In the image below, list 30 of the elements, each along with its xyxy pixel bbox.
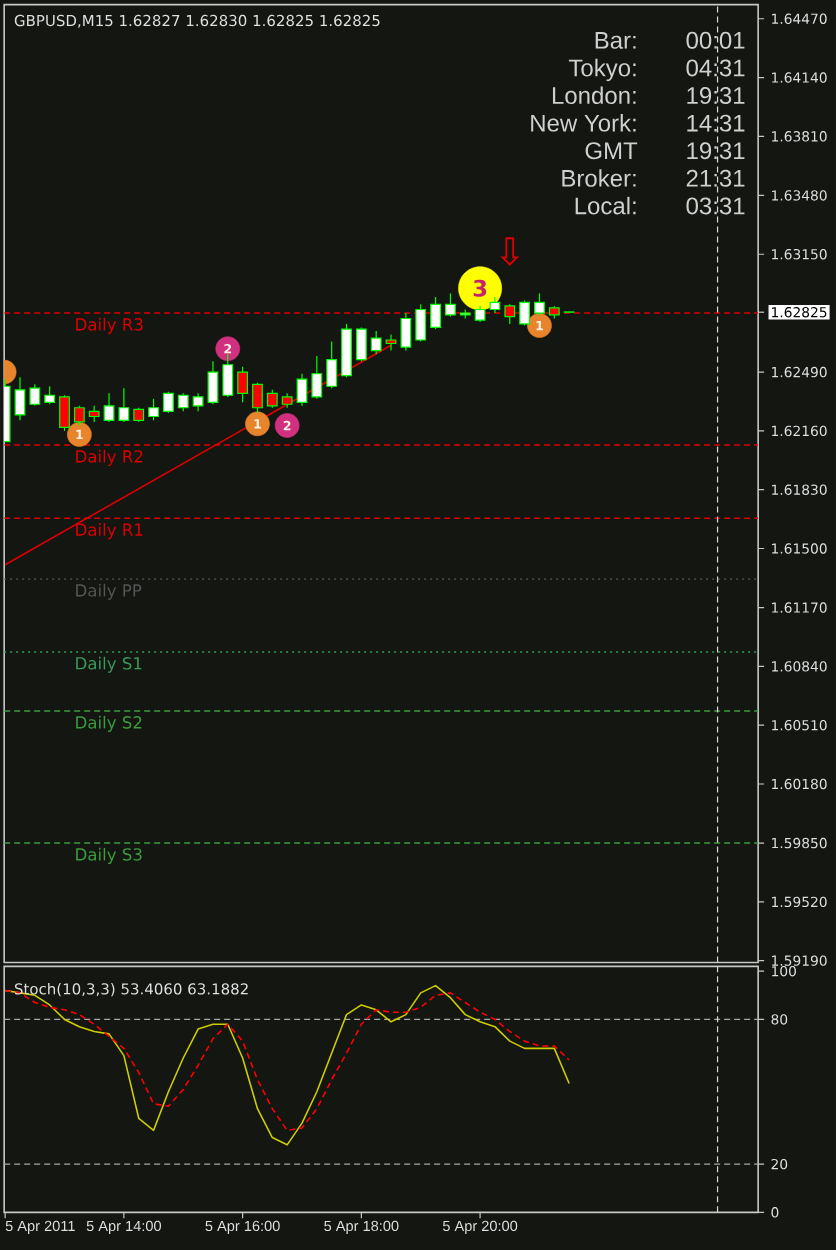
candlestick [385,333,397,352]
ref-line-label: Daily R1 [76,523,143,540]
ref-line-label: Daily S1 [76,656,142,673]
annotation: 19:31 [687,142,745,160]
annotation: 03:31 [686,197,745,215]
annotation: Broker: [562,169,636,187]
annotation: GMT [585,142,638,160]
annotation: New York: [531,114,636,132]
candlestick [103,392,115,423]
annotation: 19:31 [687,87,745,105]
annotation: 04:31 [686,59,745,77]
candlestick [400,312,412,352]
candlestick [281,392,293,409]
annotation: ⇩ [500,237,520,266]
ref-line-label: Daily R3 [76,317,143,334]
annotation: Bar: [595,32,636,49]
ref-line-label: Daily S3 [76,847,142,864]
ref-line-label: Daily S2 [76,715,142,732]
annotation: 14:31 [687,114,745,132]
annotation: London: [552,86,636,105]
ref-line-label: Daily R2 [76,449,143,466]
annotation: Local: [575,196,636,215]
annotation: 00:01 [686,31,745,49]
annotation: 21:31 [686,169,745,187]
ref-line-label: Daily PP [76,583,142,600]
candlestick [118,387,130,423]
annotation: Tokyo: [568,58,636,82]
annotation: 3 [473,279,487,297]
candlestick [14,376,26,421]
candlestick [296,373,308,407]
